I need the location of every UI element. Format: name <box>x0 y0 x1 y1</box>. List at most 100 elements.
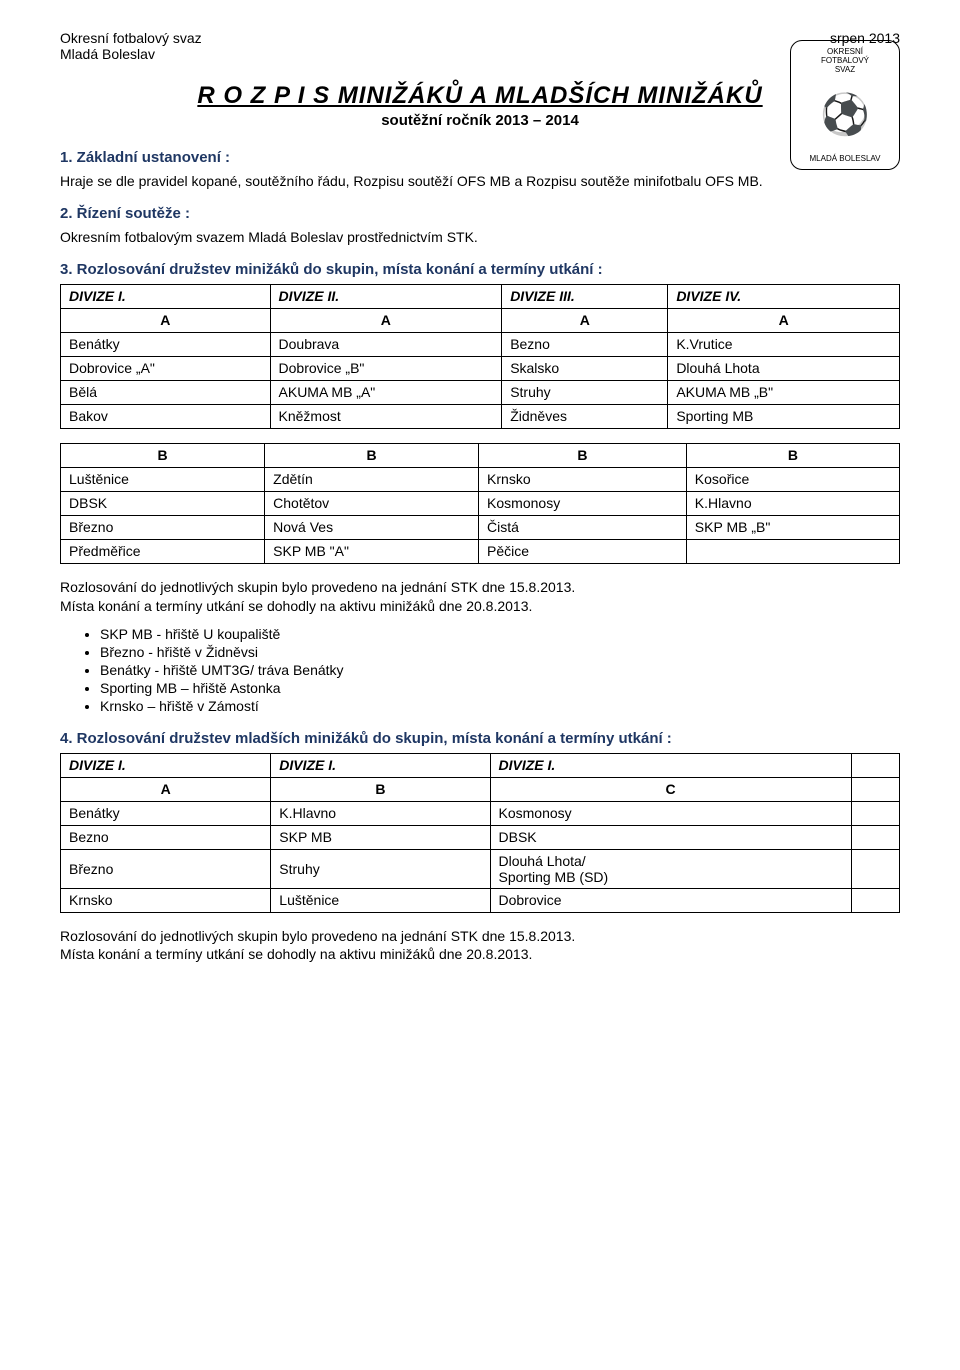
cell: Krnsko <box>479 467 687 491</box>
col-head: DIVIZE I. <box>490 753 851 777</box>
cell: Kněžmost <box>270 404 502 428</box>
sub-head: A <box>502 308 668 332</box>
sub-head: B <box>271 777 490 801</box>
cell: Dlouhá Lhota/ Sporting MB (SD) <box>490 849 851 888</box>
cell: Březno <box>61 849 271 888</box>
cell: Dlouhá Lhota <box>668 356 900 380</box>
table-row: Benátky K.Hlavno Kosmonosy <box>61 801 900 825</box>
list-item: Benátky - hřiště UMT3G/ tráva Benátky <box>100 662 900 678</box>
cell: Struhy <box>271 849 490 888</box>
table-row: DIVIZE I. DIVIZE I. DIVIZE I. <box>61 753 900 777</box>
col-head: DIVIZE III. <box>502 284 668 308</box>
cell: Benátky <box>61 801 271 825</box>
logo-bottom: MLADÁ BOLESLAV <box>810 154 881 163</box>
table-row: Březno Struhy Dlouhá Lhota/ Sporting MB … <box>61 849 900 888</box>
sub-head: A <box>270 308 502 332</box>
federation-logo: OKRESNÍ FOTBALOVÝ SVAZ ⚽ MLADÁ BOLESLAV <box>790 40 900 170</box>
cell: Bakov <box>61 404 271 428</box>
org-block: Okresní fotbalový svaz Mladá Boleslav <box>60 30 202 62</box>
cell: K.Hlavno <box>686 491 899 515</box>
col-head <box>851 753 899 777</box>
cell: Struhy <box>502 380 668 404</box>
sec4-after2: Místa konání a termíny utkání se dohodly… <box>60 945 900 964</box>
cell <box>851 801 899 825</box>
cell: Luštěnice <box>271 888 490 912</box>
player-icon: ⚽ <box>820 91 870 138</box>
sub-head: A <box>61 308 271 332</box>
table-row: A B C <box>61 777 900 801</box>
table-row: A A A A <box>61 308 900 332</box>
col-head: DIVIZE IV. <box>668 284 900 308</box>
cell: Březno <box>61 515 265 539</box>
cell: SKP MB <box>271 825 490 849</box>
sub-head <box>851 777 899 801</box>
cell: Kosořice <box>686 467 899 491</box>
bullet-list: SKP MB - hřiště U koupaliště Březno - hř… <box>100 626 900 714</box>
col-head: DIVIZE II. <box>270 284 502 308</box>
sub-head: B <box>479 443 687 467</box>
cell <box>851 849 899 888</box>
sec4-after1: Rozlosování do jednotlivých skupin bylo … <box>60 927 900 946</box>
sub-head: A <box>668 308 900 332</box>
sec3-after1: Rozlosování do jednotlivých skupin bylo … <box>60 578 900 597</box>
logo-text: FOTBALOVÝ <box>821 56 869 65</box>
org-line1: Okresní fotbalový svaz <box>60 30 202 46</box>
cell: Bezno <box>502 332 668 356</box>
cell: Kosmonosy <box>490 801 851 825</box>
cell: Zdětín <box>265 467 479 491</box>
cell: AKUMA MB „B" <box>668 380 900 404</box>
section2-heading: 2. Řízení soutěže : <box>60 205 900 222</box>
org-line2: Mladá Boleslav <box>60 46 202 62</box>
cell: SKP MB „B" <box>686 515 899 539</box>
table-row: Bělá AKUMA MB „A" Struhy AKUMA MB „B" <box>61 380 900 404</box>
section2-text: Okresním fotbalovým svazem Mladá Bolesla… <box>60 228 900 247</box>
table-row: Bezno SKP MB DBSK <box>61 825 900 849</box>
cell: Skalsko <box>502 356 668 380</box>
cell: Předměřice <box>61 539 265 563</box>
logo-text: SVAZ <box>821 65 869 74</box>
table-row: Bakov Kněžmost Židněves Sporting MB <box>61 404 900 428</box>
divize-table-3: DIVIZE I. DIVIZE I. DIVIZE I. A B C Bená… <box>60 753 900 913</box>
cell: Krnsko <box>61 888 271 912</box>
cell: Bělá <box>61 380 271 404</box>
table-row: DBSK Chotětov Kosmonosy K.Hlavno <box>61 491 900 515</box>
cell: Židněves <box>502 404 668 428</box>
sub-head: C <box>490 777 851 801</box>
cell: Bezno <box>61 825 271 849</box>
page-header: Okresní fotbalový svaz Mladá Boleslav sr… <box>60 30 900 62</box>
list-item: Sporting MB – hřiště Astonka <box>100 680 900 696</box>
divize-table-1: DIVIZE I. DIVIZE II. DIVIZE III. DIVIZE … <box>60 284 900 429</box>
cell: Dobrovice „A" <box>61 356 271 380</box>
table-row: Předměřice SKP MB "A" Pěčice <box>61 539 900 563</box>
cell: Kosmonosy <box>479 491 687 515</box>
cell: Luštěnice <box>61 467 265 491</box>
cell: SKP MB "A" <box>265 539 479 563</box>
section1-text: Hraje se dle pravidel kopané, soutěžního… <box>60 172 900 191</box>
sub-head: B <box>61 443 265 467</box>
table-row: Dobrovice „A" Dobrovice „B" Skalsko Dlou… <box>61 356 900 380</box>
col-head: DIVIZE I. <box>61 753 271 777</box>
cell: K.Hlavno <box>271 801 490 825</box>
list-item: Krnsko – hřiště v Zámostí <box>100 698 900 714</box>
col-head: DIVIZE I. <box>271 753 490 777</box>
section3-heading: 3. Rozlosování družstev minižáků do skup… <box>60 261 900 278</box>
cell: Chotětov <box>265 491 479 515</box>
col-head: DIVIZE I. <box>61 284 271 308</box>
cell: K.Vrutice <box>668 332 900 356</box>
cell: Nová Ves <box>265 515 479 539</box>
table-row: Březno Nová Ves Čistá SKP MB „B" <box>61 515 900 539</box>
table-row: DIVIZE I. DIVIZE II. DIVIZE III. DIVIZE … <box>61 284 900 308</box>
section1-heading: 1. Základní ustanovení : <box>60 149 900 166</box>
sub-head: B <box>686 443 899 467</box>
table-row: Luštěnice Zdětín Krnsko Kosořice <box>61 467 900 491</box>
title-block: R O Z P I S MINIŽÁKŮ A MLADŠÍCH MINIŽÁKŮ… <box>60 82 900 129</box>
cell <box>851 825 899 849</box>
sub-head: A <box>61 777 271 801</box>
cell: Dobrovice „B" <box>270 356 502 380</box>
cell: Dobrovice <box>490 888 851 912</box>
table-row: Krnsko Luštěnice Dobrovice <box>61 888 900 912</box>
subtitle: soutěžní ročník 2013 – 2014 <box>60 112 900 129</box>
logo-top: OKRESNÍ FOTBALOVÝ SVAZ <box>821 47 869 74</box>
cell: Pěčice <box>479 539 687 563</box>
cell: Doubrava <box>270 332 502 356</box>
